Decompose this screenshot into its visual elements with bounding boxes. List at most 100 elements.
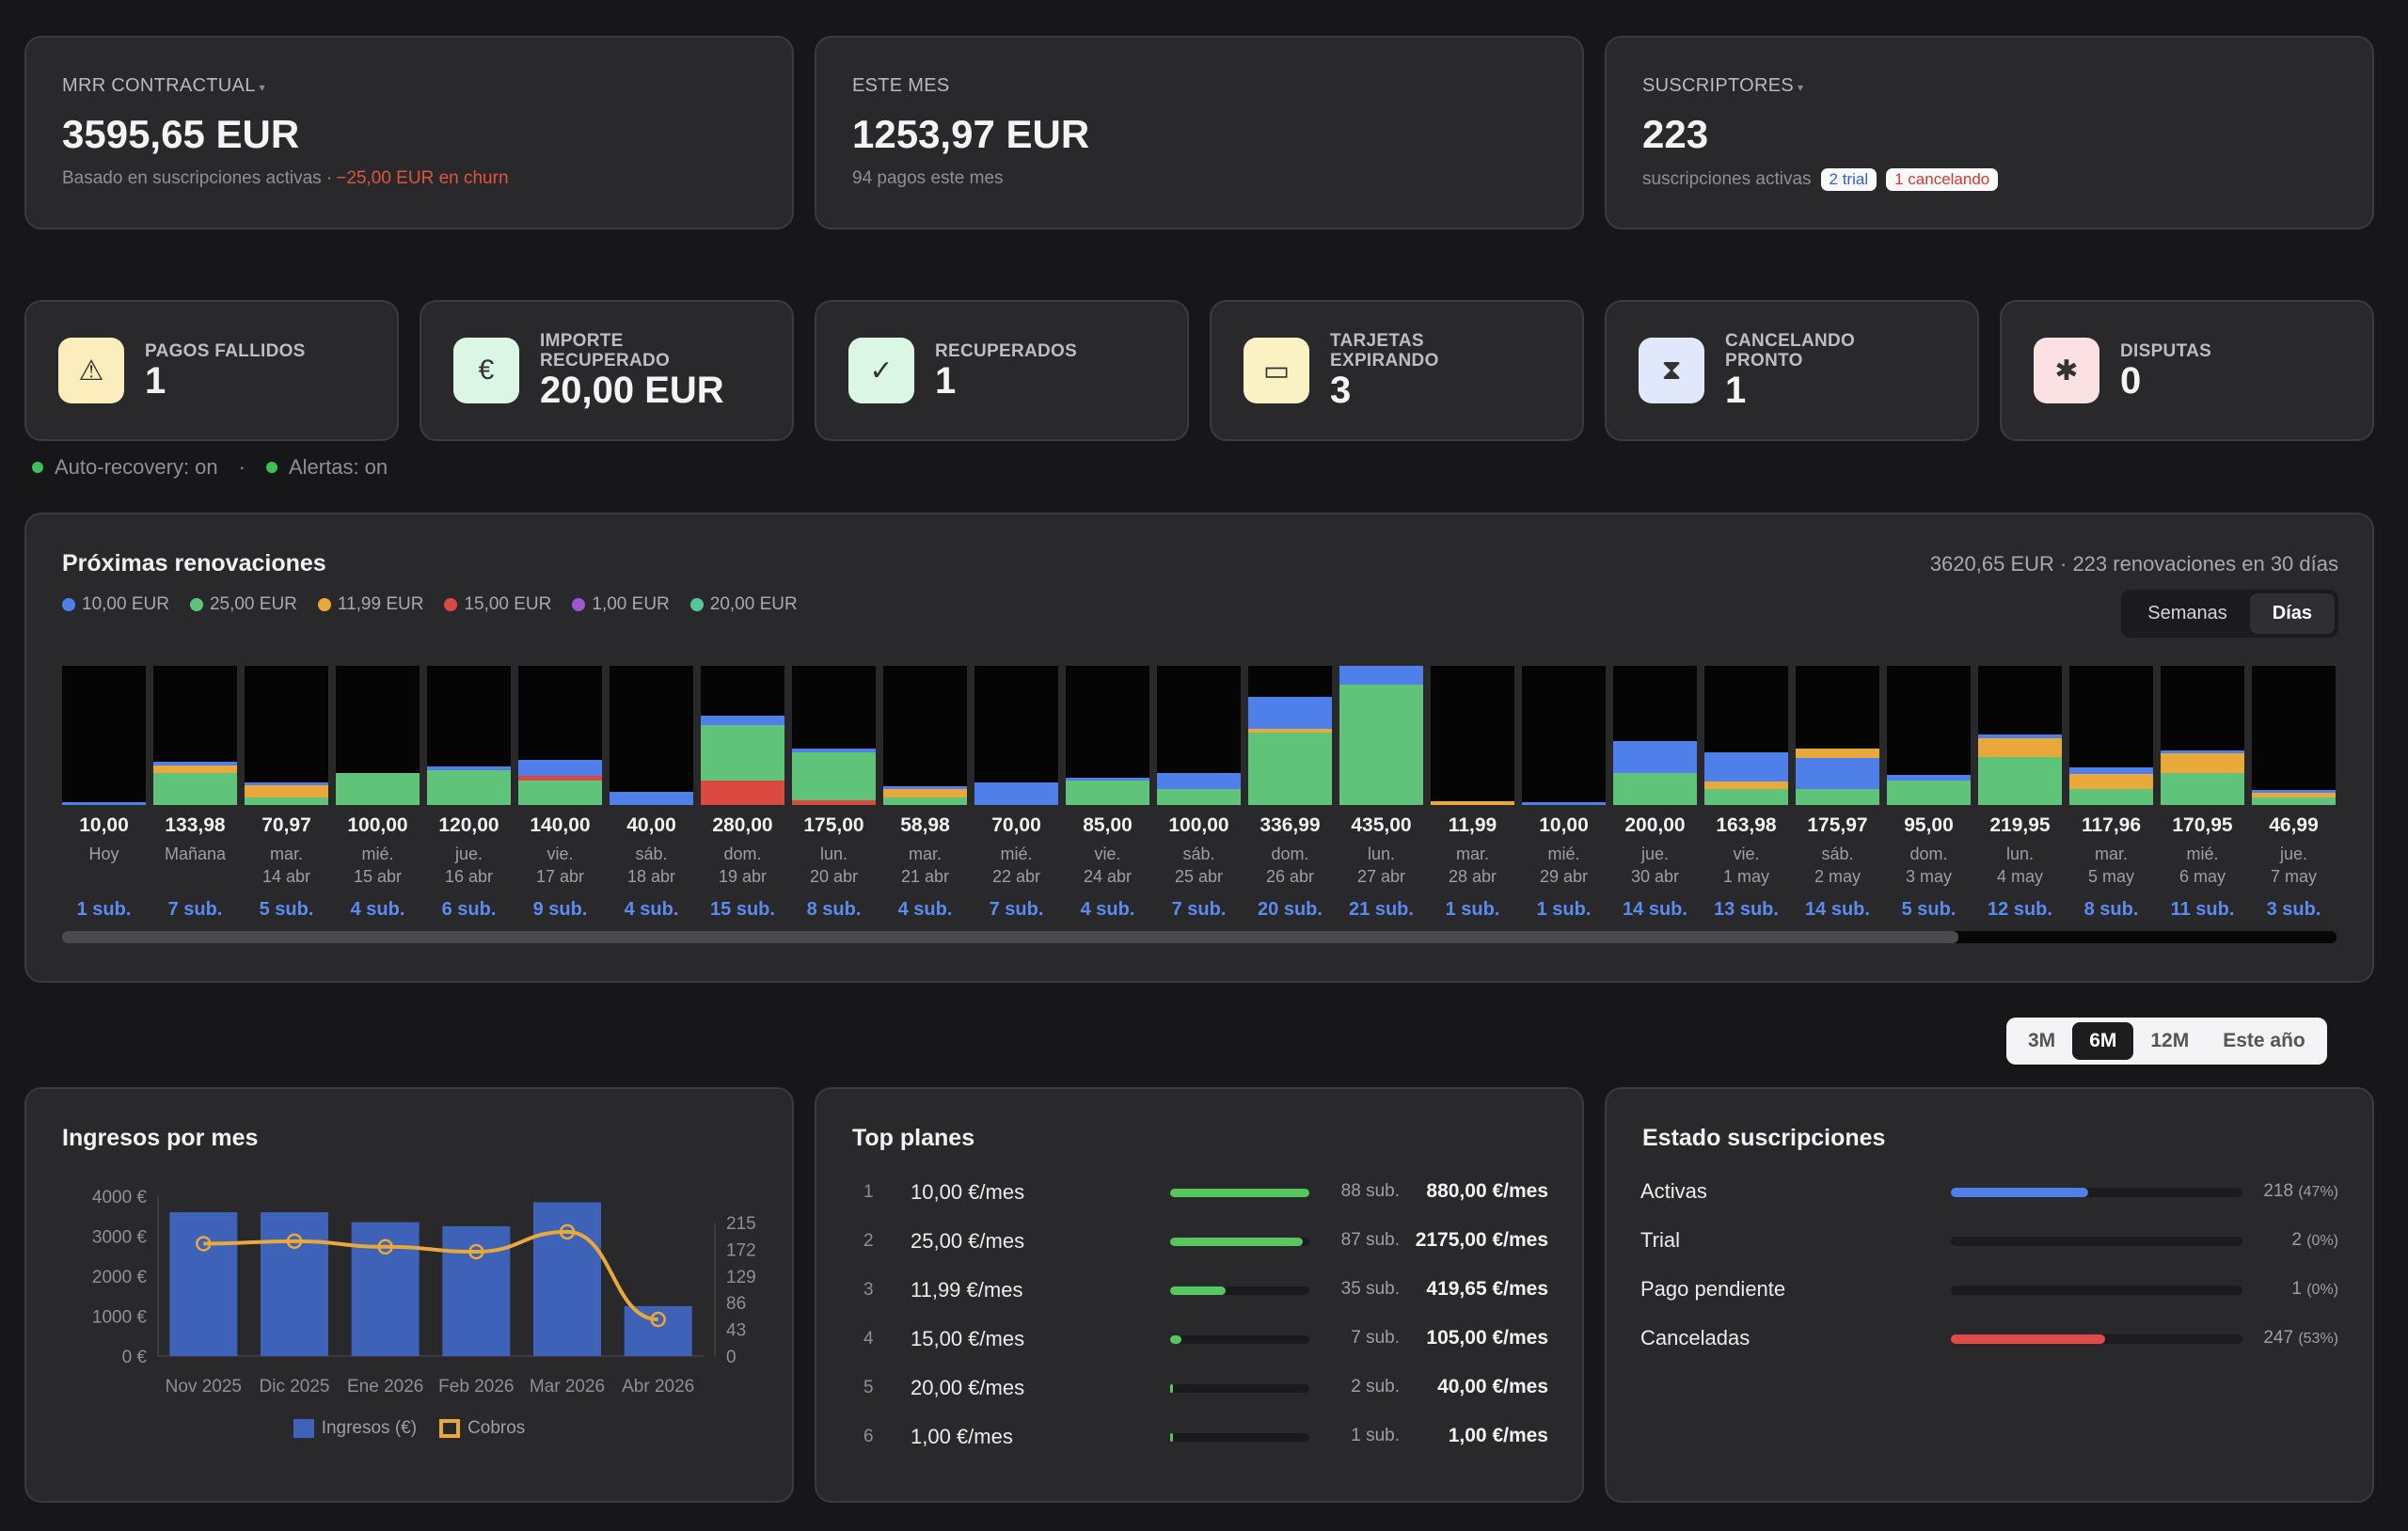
renewal-date: 2 may: [1814, 867, 1861, 886]
range-this-year[interactable]: Este año: [2223, 1030, 2305, 1051]
renewal-amount: 85,00: [1083, 814, 1133, 836]
range-3m[interactable]: 3M: [2028, 1030, 2056, 1051]
toggle-dias[interactable]: Días: [2249, 593, 2335, 634]
renewal-amount: 200,00: [1624, 814, 1686, 836]
renewal-subs: 21 sub.: [1349, 899, 1414, 920]
renewal-weekday: lun.: [819, 844, 848, 863]
plan-row[interactable]: 2 25,00 €/mes 87 sub. 2175,00 €/mes: [816, 1223, 1582, 1260]
renewal-day-column[interactable]: [62, 666, 146, 805]
renewal-date: 3 may: [1905, 867, 1953, 886]
income-bar[interactable]: [624, 1305, 692, 1356]
plan-row[interactable]: 4 15,00 €/mes 7 sub. 105,00 €/mes: [816, 1320, 1582, 1358]
renewal-day-column[interactable]: [1887, 666, 1971, 805]
kpi-subscribers-label[interactable]: SUSCRIPTORES ▾: [1642, 75, 1804, 96]
renewal-weekday: Hoy: [88, 844, 119, 863]
renewal-amount: 117,96: [2081, 814, 2142, 836]
status-name: Canceladas: [1640, 1326, 1751, 1349]
renewal-day-column[interactable]: [1796, 666, 1879, 805]
plan-row[interactable]: 6 1,00 €/mes 1 sub. 1,00 €/mes: [816, 1418, 1582, 1456]
renewal-day-column[interactable]: [1431, 666, 1514, 805]
y2-tick-label: 86: [726, 1294, 746, 1314]
renewal-subs: 4 sub.: [897, 899, 953, 920]
renewal-day-column[interactable]: [518, 666, 602, 805]
renewal-day-column[interactable]: [2252, 666, 2336, 805]
cobros-point[interactable]: [286, 1233, 303, 1250]
renewal-day-column[interactable]: [1248, 666, 1332, 805]
scrollbar-thumb[interactable]: [62, 931, 1958, 943]
horizontal-scrollbar[interactable]: [62, 931, 2337, 943]
renewal-day-column[interactable]: [974, 666, 1058, 805]
renewal-bar-segment: [427, 769, 511, 805]
legend-dot: [62, 598, 75, 611]
plan-revenue: 2175,00 €/mes: [1415, 1229, 1548, 1251]
renewal-day-column[interactable]: [792, 666, 876, 805]
renewal-bar-segment: [518, 781, 602, 805]
renewal-date: 20 abr: [809, 867, 859, 886]
plan-revenue: 105,00 €/mes: [1426, 1327, 1548, 1349]
x-tick-label: Feb 2026: [438, 1377, 514, 1397]
renewal-bar-segment: [153, 765, 237, 773]
hourglass-icon: ⧗: [1639, 338, 1704, 403]
renewal-day-column[interactable]: [153, 666, 237, 805]
renewal-day-column[interactable]: [1339, 666, 1423, 805]
plan-subs: 88 sub.: [1340, 1181, 1400, 1201]
income-bar[interactable]: [169, 1212, 238, 1356]
renewal-bar-segment: [153, 772, 237, 805]
cobros-point[interactable]: [377, 1239, 393, 1255]
income-bar[interactable]: [533, 1202, 601, 1356]
cobros-point[interactable]: [468, 1243, 484, 1260]
plan-row[interactable]: 1 10,00 €/mes 88 sub. 880,00 €/mes: [816, 1174, 1582, 1211]
cobros-point[interactable]: [650, 1311, 666, 1328]
alarm-icon: ✱: [2034, 338, 2099, 403]
alerts-dot: [265, 462, 277, 473]
plan-row[interactable]: 3 11,99 €/mes 35 sub. 419,65 €/mes: [816, 1271, 1582, 1309]
renewal-day-column[interactable]: [1978, 666, 2062, 805]
plan-subs: 87 sub.: [1340, 1230, 1400, 1250]
mini-label: PAGOS FALLIDOS: [145, 340, 306, 361]
range-selector: 3M 6M 12M Este año: [2006, 1018, 2327, 1065]
renewal-day-column[interactable]: [701, 666, 784, 805]
renewal-day-column[interactable]: [2161, 666, 2244, 805]
toggle-semanas[interactable]: Semanas: [2147, 603, 2227, 623]
plan-bar-track: [1170, 1286, 1309, 1295]
renewal-weekday: mié.: [2186, 844, 2219, 863]
plan-name: 10,00 €/mes: [911, 1180, 1025, 1204]
renewals-legend: 10,00 EUR 25,00 EUR 11,99 EUR 15,00 EUR 1,00…: [62, 594, 2337, 615]
cobros-point[interactable]: [196, 1236, 212, 1252]
renewal-date: 26 abr: [1265, 867, 1315, 886]
renewal-day-column[interactable]: [883, 666, 967, 805]
mini-label: IMPORTE RECUPERADO: [540, 331, 671, 371]
status-row: Activas 218 (47%): [1607, 1174, 2372, 1211]
range-12m[interactable]: 12M: [2150, 1030, 2190, 1051]
income-chart: 4000 € 3000 € 2000 € 1000 € 0 € 215 172 129 86 43…: [92, 1188, 756, 1397]
churn-text: −25,00 EUR en churn: [336, 168, 509, 188]
renewal-day-column[interactable]: [245, 666, 328, 805]
plan-rank: 6: [863, 1427, 874, 1446]
plan-subs: 7 sub.: [1351, 1328, 1400, 1348]
range-6m[interactable]: 6M: [2072, 1022, 2134, 1060]
renewal-subs: 11 sub.: [2170, 899, 2235, 920]
cobros-point[interactable]: [559, 1223, 576, 1240]
renewal-day-column[interactable]: [2069, 666, 2153, 805]
income-card: Ingresos por mes 4000 € 3000 € 2000 € 1000 …: [24, 1087, 794, 1503]
renewal-day-column[interactable]: [336, 666, 420, 805]
income-bar[interactable]: [351, 1222, 420, 1356]
kpi-mrr-label[interactable]: MRR CONTRACTUAL ▾: [62, 75, 265, 96]
renewal-day-column[interactable]: [1522, 666, 1606, 805]
renewal-bar-segment: [1066, 781, 1149, 805]
renewal-day-column[interactable]: [1066, 666, 1149, 805]
mini-text: RECUPERADOS 1: [935, 341, 1077, 401]
renewal-amount: 133,98: [165, 814, 226, 836]
renewal-day-column[interactable]: [1704, 666, 1788, 805]
renewal-day-column[interactable]: [1613, 666, 1697, 805]
plan-row[interactable]: 5 20,00 €/mes 2 sub. 40,00 €/mes: [816, 1369, 1582, 1407]
renewal-amount: 280,00: [712, 814, 773, 836]
euro-icon: €: [453, 338, 519, 403]
income-bar[interactable]: [261, 1212, 328, 1356]
income-legend: Ingresos (€) Cobros: [26, 1418, 792, 1439]
renewal-day-column[interactable]: [427, 666, 511, 805]
renewal-date: 29 abr: [1539, 867, 1589, 886]
renewal-day-column[interactable]: [1157, 666, 1241, 805]
renewal-day-column[interactable]: [610, 666, 693, 805]
chevron-down-icon: ▾: [1798, 81, 1804, 94]
